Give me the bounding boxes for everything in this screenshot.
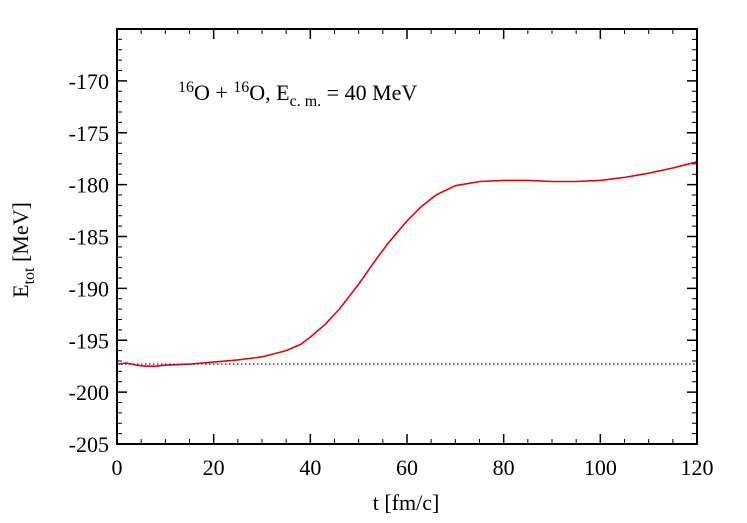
annotation-part: 16 (178, 79, 194, 96)
x-tick-label: 100 (584, 455, 617, 480)
plot-frame (116, 28, 698, 445)
y-axis-ticks: -205 -200 -195 -190 -185 -180 -175 -170 (69, 38, 697, 457)
x-tick-label: 60 (396, 455, 418, 480)
y-tick-label: -190 (69, 276, 109, 301)
y-label-main: E (8, 284, 33, 297)
x-tick-label: 0 (112, 455, 123, 480)
annotation-part: O, E (249, 80, 289, 105)
annotation-part: = 40 MeV (321, 80, 417, 105)
x-axis-ticks: 0 20 40 60 80 100 120 (112, 29, 714, 480)
annotation-part: O + (194, 80, 233, 105)
chart-annotation: 16O + 16O, Ec. m. = 40 MeV (178, 79, 417, 110)
y-tick-label: -175 (69, 121, 109, 146)
x-tick-label: 80 (493, 455, 515, 480)
y-tick-label: -200 (69, 380, 109, 405)
x-axis-label: t [fm/c] (373, 490, 440, 515)
annotation-part: 16 (233, 79, 249, 96)
y-axis-label: Etot [MeV] (8, 202, 38, 298)
energy-curve (116, 161, 698, 367)
y-tick-label: -180 (69, 173, 109, 198)
series-layer (116, 161, 698, 367)
y-label-unit: [MeV] (8, 202, 33, 267)
x-tick-label: 40 (299, 455, 321, 480)
x-tick-label: 120 (681, 455, 714, 480)
y-tick-label: -205 (69, 432, 109, 457)
x-tick-label: 20 (203, 455, 225, 480)
y-tick-label: -195 (69, 328, 109, 353)
y-tick-label: -185 (69, 225, 109, 250)
y-tick-label: -170 (69, 69, 109, 94)
annotation-part: c. m. (290, 93, 322, 110)
y-label-sub: tot (21, 267, 38, 284)
